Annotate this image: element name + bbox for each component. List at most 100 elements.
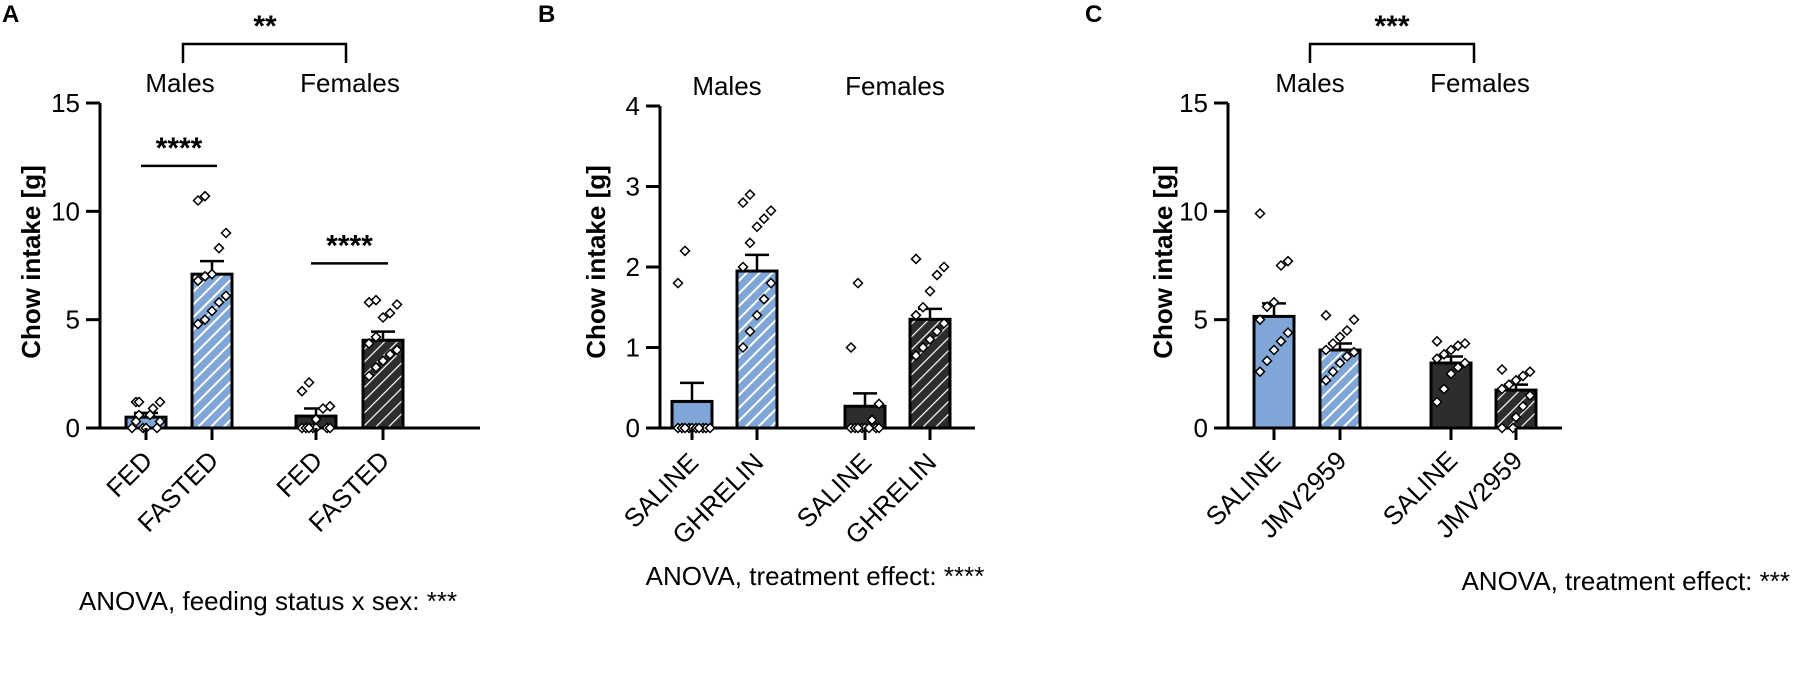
- data-point: [1496, 363, 1508, 376]
- data-point: [199, 314, 211, 326]
- data-point: [765, 205, 777, 217]
- data-point: [744, 237, 756, 249]
- data-point: [751, 221, 763, 233]
- data-point: [1459, 357, 1471, 369]
- group-label-females: Females: [300, 68, 400, 98]
- data-point: [1503, 379, 1515, 391]
- y-tick-label: 5: [1194, 305, 1208, 335]
- y-axis-label: Chow intake [g]: [1148, 165, 1178, 359]
- data-point: [924, 333, 936, 346]
- data-point: [213, 242, 225, 254]
- data-point: [206, 305, 218, 317]
- y-axis-label: Chow intake [g]: [16, 165, 46, 359]
- data-point: [370, 294, 382, 306]
- group-label-males: Males: [692, 71, 761, 101]
- data-point: [1517, 370, 1529, 382]
- data-point: [845, 341, 857, 354]
- data-point: [363, 370, 375, 382]
- data-point: [370, 361, 382, 373]
- data-point: [672, 277, 684, 289]
- data-point: [1254, 207, 1266, 220]
- data-point: [310, 413, 322, 425]
- data-point: [1268, 296, 1280, 308]
- data-point: [391, 344, 403, 356]
- y-tick-label: 0: [626, 413, 640, 443]
- data-point: [1452, 361, 1464, 373]
- y-tick-label: 5: [66, 305, 80, 335]
- data-point: [931, 325, 943, 337]
- y-tick-label: 0: [66, 413, 80, 443]
- data-point: [220, 290, 232, 302]
- data-point: [213, 296, 225, 308]
- data-point: [737, 341, 749, 354]
- comparison-label: ****: [156, 132, 203, 165]
- data-point: [192, 318, 204, 330]
- data-point: [1438, 348, 1450, 360]
- data-point: [866, 414, 878, 426]
- data-point: [1254, 366, 1266, 378]
- data-point: [1438, 383, 1450, 395]
- data-point: [737, 261, 749, 273]
- data-point: [154, 415, 166, 428]
- data-point: [1431, 335, 1443, 347]
- y-tick-label: 4: [626, 91, 640, 121]
- data-point: [1334, 331, 1346, 343]
- data-point: [1517, 400, 1529, 412]
- data-point: [384, 348, 396, 360]
- panel-a: A Chow intake [g] Males Females ANOVA, f…: [2, 1, 480, 616]
- data-point: [377, 311, 389, 324]
- data-point: [1445, 368, 1457, 380]
- data-point: [133, 396, 145, 408]
- comparison-label: ****: [326, 229, 373, 262]
- data-point: [1341, 350, 1353, 363]
- data-point: [1282, 327, 1294, 339]
- data-point: [1524, 366, 1536, 378]
- y-tick-label: 2: [626, 252, 640, 282]
- y-tick-label: 10: [51, 196, 80, 226]
- data-point: [910, 349, 922, 362]
- y-axis-label: Chow intake [g]: [581, 165, 611, 359]
- data-point: [192, 275, 204, 287]
- y-tick-label: 1: [626, 333, 640, 363]
- data-point: [377, 355, 389, 367]
- data-point: [1348, 314, 1360, 326]
- data-point: [704, 422, 716, 434]
- group-label-males: Males: [1275, 68, 1344, 98]
- group-comparison-bracket: [181, 42, 348, 63]
- data-point: [303, 422, 315, 434]
- group-label-males: Males: [145, 68, 214, 98]
- data-point: [758, 293, 770, 305]
- y-tick-label: 3: [626, 172, 640, 202]
- data-point: [744, 188, 756, 201]
- bar: [1318, 348, 1362, 430]
- panel-letter: B: [538, 1, 555, 28]
- data-point: [938, 317, 950, 329]
- data-point: [910, 309, 922, 321]
- data-point: [924, 285, 936, 297]
- data-point: [1320, 344, 1332, 356]
- data-point: [147, 402, 159, 415]
- data-point: [1275, 259, 1287, 272]
- data-point: [1327, 337, 1339, 350]
- data-point: [910, 253, 922, 265]
- data-point: [303, 376, 315, 389]
- data-point: [1327, 366, 1339, 378]
- data-point: [220, 227, 232, 239]
- anova-footnote: ANOVA, feeding status x sex: ***: [79, 586, 457, 616]
- data-point: [852, 277, 864, 289]
- data-point: [758, 213, 770, 225]
- data-point: [1510, 374, 1522, 386]
- group-comparison-label: **: [253, 10, 277, 43]
- data-point: [1341, 324, 1353, 337]
- data-point: [744, 325, 756, 337]
- data-point: [917, 341, 929, 354]
- data-point: [863, 422, 875, 434]
- data-point: [1254, 314, 1266, 326]
- data-point: [133, 409, 145, 421]
- data-point: [1275, 335, 1287, 347]
- data-point: [1261, 355, 1273, 367]
- data-point: [1268, 344, 1280, 356]
- group-comparison-bracket: [1308, 42, 1476, 63]
- group-label-females: Females: [1430, 68, 1530, 98]
